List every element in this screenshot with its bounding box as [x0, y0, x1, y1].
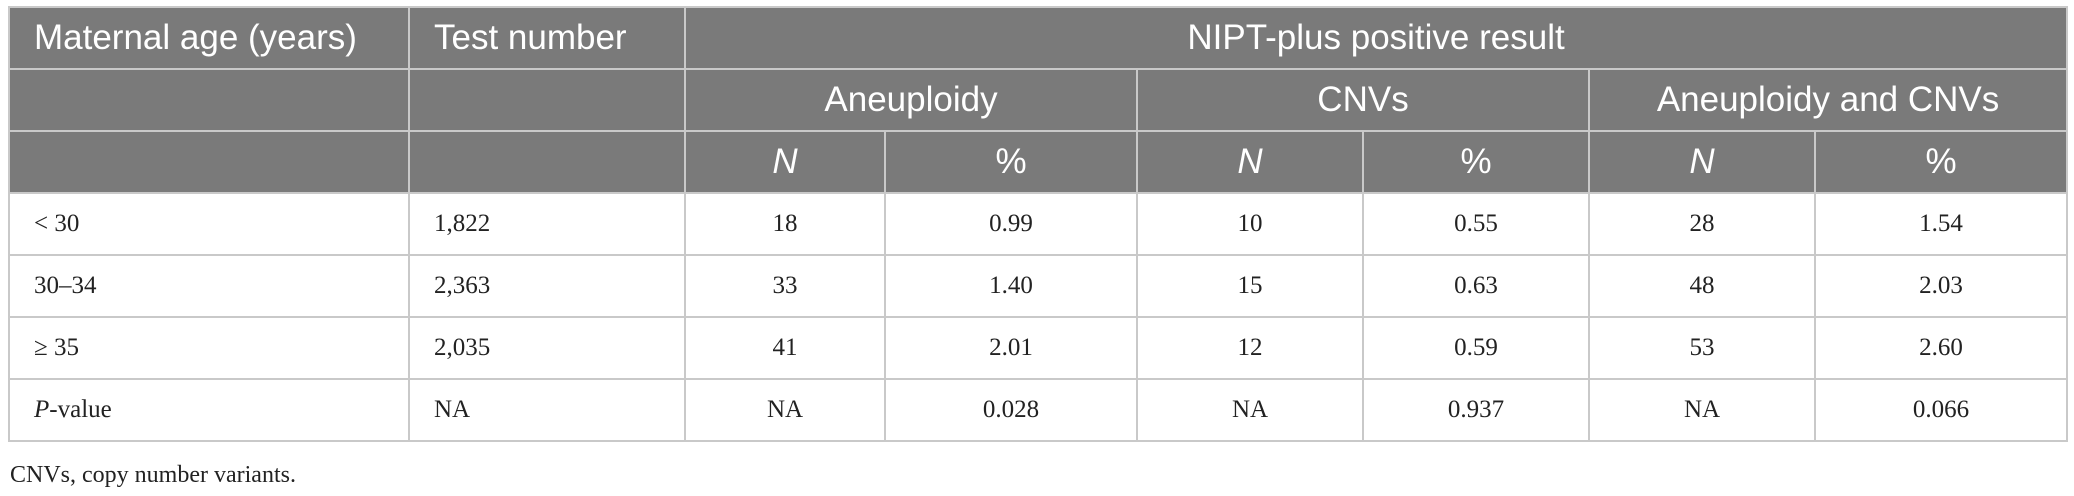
- cell-aneuploidy-pct: 1.40: [884, 254, 1138, 318]
- cell-age: < 30: [8, 192, 410, 256]
- header-pct-both: %: [1813, 130, 2069, 194]
- cell-test-number: NA: [408, 378, 686, 442]
- cell-test-number: 2,363: [408, 254, 686, 318]
- header-pct-cnvs: %: [1362, 130, 1590, 194]
- p-italic: P: [34, 396, 50, 423]
- cell-age: 30–34: [8, 254, 410, 318]
- cell-cnvs-n: 15: [1136, 254, 1364, 318]
- header-maternal-age: Maternal age (years): [8, 6, 410, 70]
- results-table: Maternal age (years) Test number NIPT-pl…: [8, 6, 2069, 442]
- header-aneuploidy-and-cnvs: Aneuploidy and CNVs: [1587, 68, 2069, 132]
- cell-both-pct: 1.54: [1813, 192, 2069, 256]
- cell-aneuploidy-pct: 0.028: [884, 378, 1138, 442]
- header-pct-aneuploidy: %: [884, 130, 1138, 194]
- p-value-suffix: -value: [49, 396, 112, 423]
- cell-aneuploidy-pct: 2.01: [884, 316, 1138, 380]
- cell-aneuploidy-n: 18: [684, 192, 886, 256]
- cell-both-n: 48: [1588, 254, 1816, 318]
- header-n-cnvs: N: [1136, 130, 1364, 194]
- cell-test-number: 1,822: [408, 192, 686, 256]
- table-row: ≥ 35 2,035 41 2.01 12 0.59 53 2.60: [8, 316, 2069, 380]
- cell-p-value-label: P-value: [8, 378, 410, 442]
- cell-cnvs-n: 10: [1136, 192, 1364, 256]
- cell-both-n: 28: [1588, 192, 1816, 256]
- header-empty-cell: [8, 68, 410, 132]
- header-n-aneuploidy: N: [684, 130, 886, 194]
- cell-aneuploidy-n: NA: [684, 378, 886, 442]
- table-row: P-value NA NA 0.028 NA 0.937 NA 0.066: [8, 378, 2069, 442]
- table-footnote: CNVs, copy number variants.: [10, 462, 296, 488]
- cell-cnvs-n: NA: [1136, 378, 1364, 442]
- cell-age: ≥ 35: [8, 316, 410, 380]
- table-row: < 30 1,822 18 0.99 10 0.55 28 1.54: [8, 192, 2069, 256]
- header-cnvs: CNVs: [1136, 68, 1590, 132]
- cell-both-n: NA: [1588, 378, 1816, 442]
- header-nipt-plus-positive: NIPT-plus positive result: [683, 6, 2069, 70]
- cell-both-pct: 2.60: [1813, 316, 2069, 380]
- cell-aneuploidy-n: 33: [684, 254, 886, 318]
- cell-cnvs-n: 12: [1136, 316, 1364, 380]
- header-empty-cell: [408, 68, 686, 132]
- header-row-2: Aneuploidy CNVs Aneuploidy and CNVs: [8, 68, 2069, 132]
- header-test-number: Test number: [408, 6, 686, 70]
- table-body: < 30 1,822 18 0.99 10 0.55 28 1.54 30–34…: [8, 192, 2069, 442]
- table-header: Maternal age (years) Test number NIPT-pl…: [8, 6, 2069, 194]
- cell-both-pct: 0.066: [1813, 378, 2069, 442]
- header-empty-cell: [408, 130, 686, 194]
- header-empty-cell: [8, 130, 410, 194]
- cell-both-n: 53: [1588, 316, 1816, 380]
- cell-aneuploidy-pct: 0.99: [884, 192, 1138, 256]
- header-n-both: N: [1588, 130, 1816, 194]
- cell-cnvs-pct: 0.55: [1362, 192, 1590, 256]
- header-row-3: N % N % N %: [8, 130, 2069, 194]
- cell-cnvs-pct: 0.59: [1362, 316, 1590, 380]
- cell-cnvs-pct: 0.63: [1362, 254, 1590, 318]
- table-row: 30–34 2,363 33 1.40 15 0.63 48 2.03: [8, 254, 2069, 318]
- cell-cnvs-pct: 0.937: [1362, 378, 1590, 442]
- header-aneuploidy: Aneuploidy: [684, 68, 1138, 132]
- cell-test-number: 2,035: [408, 316, 686, 380]
- cell-both-pct: 2.03: [1813, 254, 2069, 318]
- header-row-1: Maternal age (years) Test number NIPT-pl…: [8, 6, 2069, 70]
- cell-aneuploidy-n: 41: [684, 316, 886, 380]
